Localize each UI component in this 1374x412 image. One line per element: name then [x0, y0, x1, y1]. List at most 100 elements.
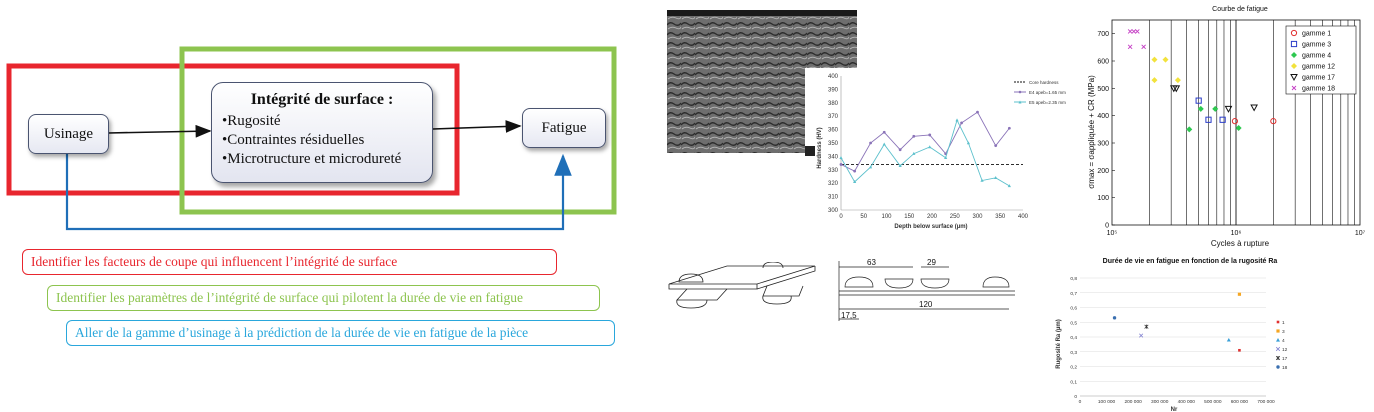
- red-frame: [6, 63, 460, 196]
- hardness-point-e5: [955, 118, 959, 122]
- hardness-point-e5: [912, 151, 916, 155]
- ra-ylabel: Rugosité Ra (µm): [1056, 319, 1062, 368]
- wohler-point-gamme-4: [1235, 124, 1242, 131]
- dim-29: 29: [927, 258, 936, 267]
- wohler-point-gamme-18: [1127, 44, 1133, 50]
- ra-legend-marker: [1276, 365, 1280, 369]
- hardness-xtick: 0: [839, 214, 843, 220]
- ra-legend-label: 18: [1282, 365, 1288, 371]
- ra-xtick: 0: [1079, 399, 1082, 405]
- ra-title: Durée de vie en fatigue en fonction de l…: [1103, 258, 1278, 265]
- hardness-xtick: 50: [860, 214, 867, 220]
- hardness-legend: Core hardness E4 apeb=1.65 mm E5 apeb=2.…: [1014, 80, 1066, 105]
- wohler-ytick: 700: [1097, 31, 1109, 38]
- wohler-legend-label: gamme 12: [1302, 64, 1335, 71]
- wohler-point-gamme-18: [1127, 29, 1133, 34]
- wohler-ytick: 0: [1105, 223, 1109, 230]
- wohler-legend-marker: [1290, 29, 1298, 37]
- wohler-point-gamme-12: [1151, 56, 1158, 63]
- wohler-legend-marker: [1290, 40, 1298, 48]
- hardness-point-e4: [898, 148, 902, 152]
- wohler-point-gamme-1: [1231, 118, 1239, 125]
- wohler-point-gamme-18: [1141, 44, 1146, 50]
- ra-ytick: 0: [1074, 394, 1077, 400]
- wohler-legend-label: gamme 18: [1302, 86, 1335, 93]
- hardness-point-e4: [960, 121, 963, 125]
- wohler-point-gamme-4: [1197, 105, 1204, 112]
- ra-point-12: [1139, 333, 1144, 338]
- hardness-point-e4: [853, 169, 857, 173]
- ra-xtick: 400 000: [1178, 399, 1196, 405]
- hardness-point-e5: [868, 165, 873, 169]
- objective-blue: Aller de la gamme d’usinage à la prédict…: [66, 320, 615, 346]
- arrow-usinage-fatigue: [65, 152, 572, 231]
- diagram-canvas: [6, 46, 617, 231]
- specimen-iso-drawing: [668, 262, 816, 309]
- wohler-legend-label: gamme 4: [1302, 53, 1331, 60]
- usinage-label: Usinage: [43, 125, 94, 142]
- hardness-point-e5: [966, 141, 970, 145]
- dim-63: 63: [867, 258, 876, 267]
- ra-legend-label: 1: [1282, 320, 1285, 326]
- hardness-ylabel: Hardness (HV): [817, 127, 823, 168]
- hardness-xtick: 350: [995, 214, 1006, 220]
- ra-xtick: 100 000: [1098, 399, 1116, 405]
- hardness-point-e4: [976, 110, 979, 114]
- hardness-ytick: 350: [828, 141, 839, 147]
- wohler-title: Courbe de fatigue: [1212, 6, 1268, 13]
- wohler-ytick: 200: [1097, 168, 1109, 175]
- hardness-xtick: 150: [904, 214, 915, 220]
- wohler-ytick: 500: [1097, 86, 1109, 93]
- wohler-legend-marker: [1291, 85, 1297, 91]
- hardness-legend-e5: E5 apeb=2.35 mm: [1029, 100, 1066, 105]
- hardness-ytick: 320: [828, 181, 839, 187]
- integrite-item-microstructure: •Microtructure et microdureté: [222, 151, 402, 167]
- ra-ytick: 0,7: [1070, 291, 1077, 297]
- hardness-xtick: 300: [972, 214, 983, 220]
- wohler-ylabel: σmax = σappliquée + CR (MPa): [1087, 75, 1096, 189]
- dim-120: 120: [919, 300, 933, 309]
- wohler-chart: Courbe de fatigue 0 100 200 300 400 500 600 700…: [1087, 6, 1366, 248]
- ra-ytick: 0,3: [1070, 350, 1077, 356]
- hardness-ytick: 300: [828, 208, 839, 214]
- ra-xtick: 700 000: [1257, 399, 1275, 405]
- hardness-ytick: 380: [828, 101, 839, 107]
- hardness-point-e5: [882, 142, 886, 146]
- wohler-point-gamme-1: [1270, 118, 1277, 125]
- hardness-point-e4: [912, 134, 916, 138]
- ra-legend-marker: [1276, 320, 1280, 324]
- ra-ytick: 0,2: [1070, 365, 1077, 371]
- ra-legend-marker: [1276, 329, 1280, 333]
- integrite-item-rugosite: •Rugosité: [222, 113, 281, 129]
- ra-ytick: 0,1: [1070, 379, 1077, 385]
- hardness-point-e5: [928, 145, 932, 149]
- wohler-xtick: 10⁶: [1231, 230, 1242, 237]
- hardness-point-e5: [853, 180, 857, 184]
- ra-legend-marker: [1275, 355, 1281, 361]
- objective-blue-text: Aller de la gamme d’usinage à la prédict…: [75, 325, 529, 340]
- wohler-point-gamme-12: [1174, 77, 1181, 84]
- wohler-ytick: 400: [1097, 113, 1109, 120]
- ra-point-17: [1144, 324, 1149, 329]
- wohler-ytick: 300: [1097, 141, 1109, 148]
- hardness-ytick: 330: [828, 168, 839, 174]
- ra-legend-label: 17: [1282, 356, 1288, 362]
- integrite-node: Intégrité de surface : •Rugosité •Contra…: [211, 82, 433, 183]
- ra-ytick: 0,4: [1070, 335, 1077, 341]
- wohler-xtick: 10⁷: [1355, 230, 1366, 237]
- hardness-ytick: 310: [828, 195, 839, 201]
- wohler-legend-marker: [1291, 52, 1297, 58]
- hardness-xlabel: Depth below surface (µm): [894, 224, 967, 230]
- hardness-chart: 300 310 320 330 340 350 360 370 380 390 400 0 50 100 1…: [805, 68, 1035, 240]
- hardness-point-e5: [898, 163, 902, 167]
- fatigue-node: Fatigue: [522, 108, 606, 148]
- usinage-node: Usinage: [28, 114, 109, 154]
- wohler-point-gamme-4: [1212, 105, 1219, 112]
- ra-legend-label: 3: [1282, 329, 1285, 335]
- wohler-point-gamme-3: [1219, 116, 1226, 123]
- hardness-ytick: 400: [828, 74, 839, 80]
- hardness-series-line-e4: [840, 111, 1010, 172]
- hardness-point-e4: [928, 133, 932, 137]
- wohler-ytick: 100: [1097, 195, 1109, 202]
- ra-legend-label: 12: [1282, 347, 1288, 353]
